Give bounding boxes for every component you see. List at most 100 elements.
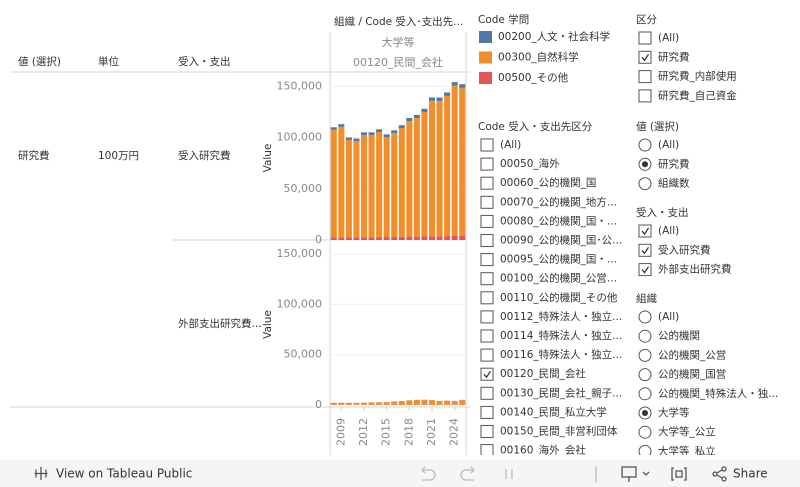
- checkbox[interactable]: [638, 89, 652, 103]
- checkbox[interactable]: [638, 50, 652, 64]
- filter-option: 00080_公的機関_国・...: [500, 214, 617, 227]
- bar-segment: [360, 237, 368, 240]
- filter-option: 00090_公的機関_国･公...: [500, 234, 622, 247]
- checkbox[interactable]: [480, 425, 494, 438]
- column-header: 組織 / Code 受入･支出先...: [334, 15, 463, 28]
- tableau-icon: [34, 467, 48, 480]
- checkbox[interactable]: [480, 444, 494, 457]
- radio[interactable]: [638, 177, 652, 191]
- checkbox[interactable]: [480, 367, 494, 381]
- bar-segment: [444, 400, 451, 405]
- bar-segment: [338, 124, 345, 127]
- bar-segment: [436, 100, 443, 237]
- checkbox[interactable]: [638, 263, 652, 277]
- bar-segment: [459, 235, 466, 240]
- filter-option: 00110_公的機関_その他: [500, 291, 618, 304]
- checkbox[interactable]: [480, 329, 494, 343]
- filter-option: (All): [658, 139, 679, 151]
- checkbox[interactable]: [480, 310, 494, 324]
- checkbox[interactable]: [480, 195, 494, 209]
- bar-segment: [413, 118, 420, 237]
- bar-segment: [444, 236, 451, 240]
- share[interactable]: Share: [733, 467, 768, 481]
- radio[interactable]: [638, 387, 652, 401]
- radio-dot: [642, 410, 648, 416]
- bar-segment: [459, 87, 466, 236]
- bar-segment: [406, 120, 413, 237]
- bar-segment: [383, 134, 390, 138]
- radio[interactable]: [638, 310, 652, 324]
- checkbox[interactable]: [480, 138, 494, 152]
- bar-segment: [376, 237, 383, 240]
- legend-swatch: [479, 72, 492, 84]
- bar-segment: [406, 236, 413, 240]
- checkbox[interactable]: [480, 386, 494, 400]
- bar-segment: [444, 95, 451, 237]
- radio[interactable]: [638, 138, 652, 152]
- radio[interactable]: [638, 348, 652, 362]
- filter-option: 研究費_内部使用: [658, 70, 737, 83]
- header: 値 (選択): [18, 55, 61, 68]
- bar-segment: [444, 92, 451, 96]
- checkbox[interactable]: [480, 234, 494, 247]
- checkbox[interactable]: [480, 253, 494, 267]
- y-tick-label: 150,000: [277, 247, 323, 260]
- bar-segment: [413, 114, 420, 119]
- bar-segment: [383, 402, 390, 405]
- bar-segment: [406, 118, 413, 121]
- bar-segment: [428, 100, 436, 237]
- checkbox[interactable]: [480, 272, 494, 286]
- y-tick-label: 100,000: [277, 297, 323, 310]
- legend-label: 00200_人文・社会科学: [498, 30, 610, 43]
- checkbox[interactable]: [638, 224, 652, 238]
- checkbox[interactable]: [480, 176, 494, 190]
- filter: Code 受入・支出先区分 (All) 00050_海外 00060_公的機関_国 00…: [478, 120, 622, 457]
- filter-option: 公的機関_公営: [658, 348, 726, 361]
- bar-segment: [330, 129, 337, 238]
- bar-segment: [330, 237, 337, 240]
- view-link[interactable]: View on Tableau Public: [56, 467, 192, 481]
- bar-segment: [436, 400, 443, 405]
- checkbox[interactable]: [480, 214, 494, 228]
- column-sub: 00120_民間_会社: [353, 55, 443, 69]
- checkbox[interactable]: [638, 243, 652, 257]
- bar-segment: [428, 400, 436, 405]
- filter-option: 00150_民間_非営利団体: [500, 425, 618, 438]
- filter-option: 00160_海外_会社: [500, 444, 586, 457]
- bar-segment: [338, 402, 345, 405]
- checkbox[interactable]: [480, 291, 494, 305]
- filter-title: 値 (選択): [636, 120, 679, 133]
- filter-title: Code 受入・支出先区分: [478, 120, 593, 133]
- legend-label: 00500_その他: [498, 71, 569, 84]
- filter-option: 研究費: [658, 50, 690, 63]
- y-tick-label: 50,000: [284, 348, 323, 361]
- radio[interactable]: [638, 329, 652, 343]
- checkbox[interactable]: [480, 405, 494, 419]
- filter-option: 研究費: [658, 157, 690, 170]
- bar-segment: [406, 400, 413, 405]
- radio[interactable]: [638, 425, 652, 439]
- filter-option: 公的機関_特殊法人・独...: [658, 387, 778, 400]
- bar-segment: [368, 132, 375, 135]
- filter-option: 00095_公的機関_国・...: [500, 253, 617, 266]
- bar-segment: [360, 132, 368, 135]
- bar-segment: [451, 236, 458, 240]
- bar-segment: [353, 237, 360, 240]
- filter-option: 00130_民間_会社_親子...: [500, 386, 622, 399]
- check: [641, 266, 650, 274]
- filter-option: 00050_海外: [500, 157, 560, 170]
- checkbox[interactable]: [480, 157, 494, 171]
- checkbox[interactable]: [638, 31, 652, 45]
- x-tick-label: 2012: [357, 418, 370, 446]
- checkbox[interactable]: [638, 70, 652, 84]
- bar-segment: [398, 401, 405, 405]
- radio[interactable]: [638, 368, 652, 382]
- checkbox[interactable]: [480, 348, 494, 362]
- radio[interactable]: [638, 444, 652, 457]
- filter-option: (All): [658, 311, 679, 323]
- check: [641, 246, 650, 255]
- x-tick-label: 2015: [380, 418, 393, 446]
- bar-segment: [360, 134, 368, 238]
